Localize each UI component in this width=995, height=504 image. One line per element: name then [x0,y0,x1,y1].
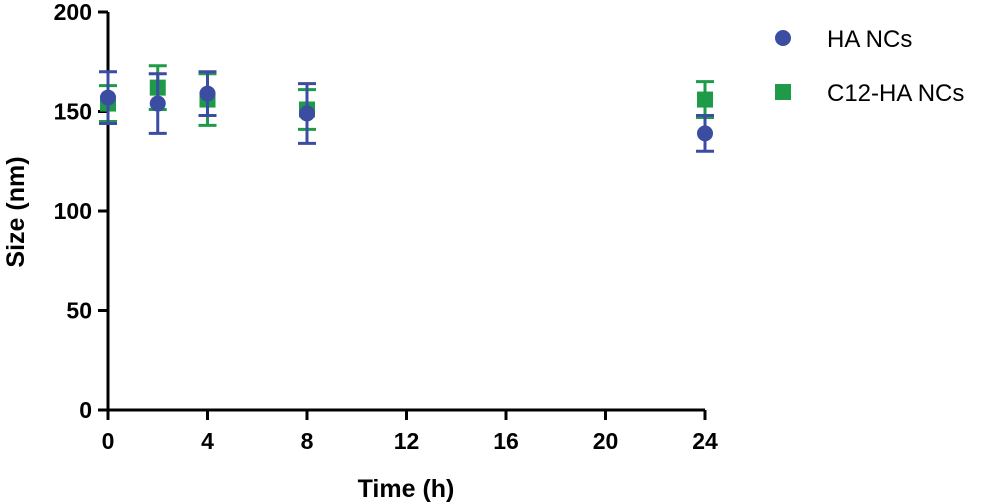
x-tick-label: 16 [493,428,519,454]
y-axis-title: Size (nm) [2,156,30,267]
legend-marker-circle [775,30,791,46]
data-point-group [99,70,117,125]
x-tick-label: 20 [593,428,619,454]
data-point-group [298,82,316,145]
data-point-circle [697,125,713,142]
data-point-circle [199,85,216,102]
y-tick-label: 100 [54,198,92,224]
data-point-circle [299,105,315,122]
series-layer [99,64,714,153]
data-point-group [198,70,217,117]
data-point-group [696,113,714,153]
legend-item-ha-ncs: HA NCs [775,26,912,53]
x-tick-label: 4 [201,428,214,454]
y-tick-label: 50 [66,298,92,324]
legend-label-ha-ncs: HA NCs [827,26,912,53]
data-point-group [696,80,714,119]
data-point-square [697,91,713,108]
x-tick-label: 8 [301,428,314,454]
legend: HA NCs C12-HA NCs [775,26,964,107]
legend-label-c12-ha-ncs: C12-HA NCs [827,80,964,107]
x-tick-label: 12 [394,428,420,454]
legend-item-c12-ha-ncs: C12-HA NCs [775,80,964,107]
x-tick-label: 0 [102,428,115,454]
y-ticks: 0 50 100 150 200 [54,0,108,423]
x-tick-label: 24 [692,428,718,454]
x-ticks: 0 4 8 12 16 20 24 [102,410,718,454]
y-tick-label: 0 [79,397,92,423]
data-point-circle [149,95,166,112]
data-point-circle [100,89,116,106]
x-axis-title: Time (h) [358,475,455,503]
data-point-group [148,72,167,135]
y-tick-label: 150 [54,99,92,125]
axes [106,12,705,412]
y-tick-label: 200 [54,0,92,25]
legend-marker-square [775,84,791,100]
